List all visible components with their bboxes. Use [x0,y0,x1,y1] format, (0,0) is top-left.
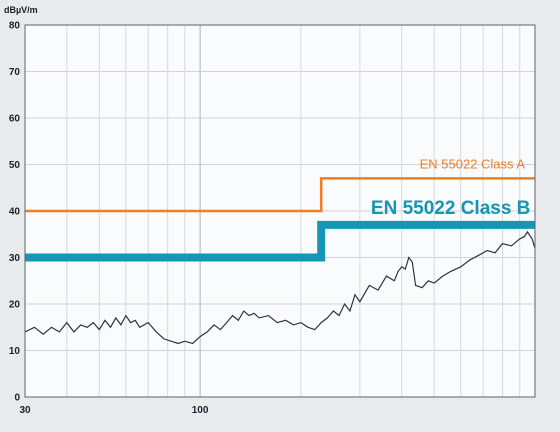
series-layer: EN 55022 Class A EN 55022 Class B [24,156,536,345]
series-line-en-55022-class-b [25,220,535,262]
y-tick-label: 10 [9,346,21,357]
y-tick-label: 80 [9,21,21,32]
series-line-measured-emission [24,230,536,345]
y-tick-label: 30 [9,253,21,264]
y-axis-unit: dBµV/m [4,5,38,15]
x-tick-label: 30 [19,405,31,416]
y-tick-label: 0 [14,393,20,404]
y-tick-label: 40 [9,207,21,218]
y-tick-label: 70 [9,67,21,78]
y-axis-ticks: 0 10 20 30 40 50 60 70 80 [9,21,21,404]
series-line-en-55022-class-a [25,177,535,213]
y-tick-label: 60 [9,114,21,125]
plot-border [24,24,536,398]
y-tick-label: 20 [9,300,21,311]
series-label-class-b: EN 55022 Class B [371,198,531,219]
y-tick-label: 50 [9,160,21,171]
x-tick-label: 100 [192,405,209,416]
series-label-class-a: EN 55022 Class A [420,156,526,171]
x-axis-ticks: 30 100 [19,405,208,416]
